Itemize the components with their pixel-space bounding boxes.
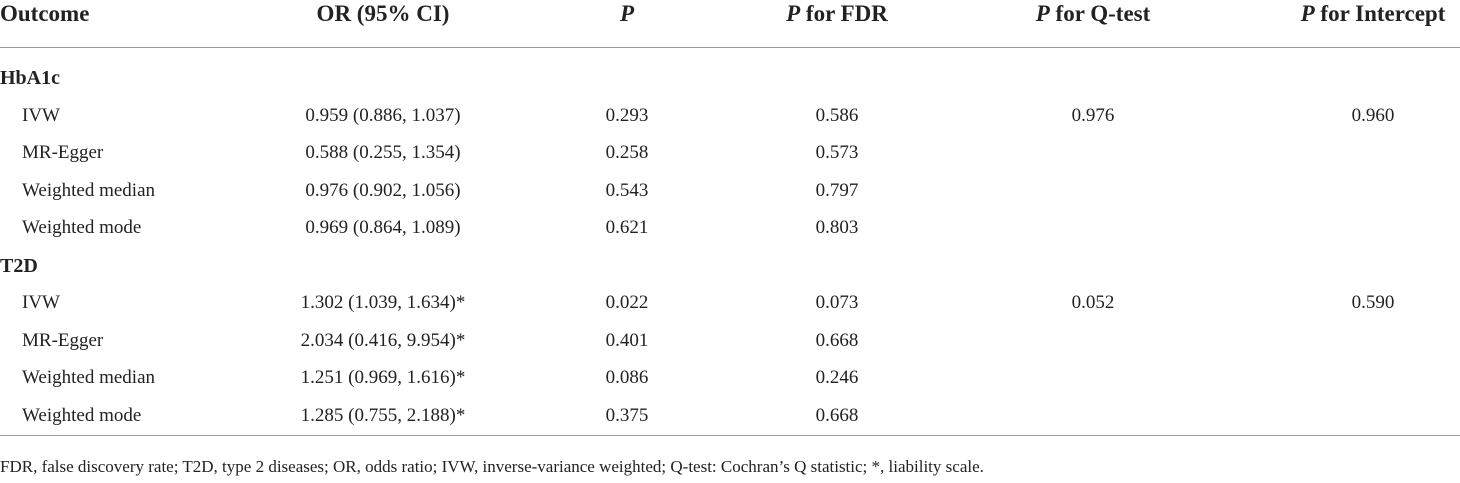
row-label: Weighted mode <box>22 217 142 238</box>
table-cell: 0.668 <box>815 404 859 426</box>
table-cell: 0.621 <box>605 217 649 238</box>
table-cell: 0.573 <box>815 142 859 163</box>
table-cell: 2.034 (0.416, 9.954)* <box>300 329 466 351</box>
footnote: FDR, false discovery rate; T2D, type 2 d… <box>0 457 984 476</box>
header-text: for FDR <box>805 1 888 26</box>
table-cell: 0.401 <box>605 329 649 351</box>
header-text: for Q-test <box>1055 1 1151 26</box>
header-italic: P <box>1300 1 1315 26</box>
row-label: Weighted mode <box>22 404 142 426</box>
table-cell: 0.246 <box>815 367 859 388</box>
table-cell: 0.803 <box>815 217 859 238</box>
table-cell: 0.293 <box>605 104 649 126</box>
bottom-rule <box>0 435 1460 436</box>
header-text: Outcome <box>0 1 90 26</box>
row-label: Weighted median <box>22 179 156 201</box>
header-italic: P <box>619 1 635 26</box>
header-text: OR (95% CI) <box>316 1 450 26</box>
table-cell: 0.797 <box>815 179 859 201</box>
table-cell: 0.668 <box>815 329 859 351</box>
table-cell: 0.590 <box>1351 292 1395 313</box>
row-label: MR-Egger <box>22 329 104 351</box>
table-cell: 0.073 <box>815 292 859 313</box>
header-italic: P <box>1035 1 1050 26</box>
column-header: Outcome <box>0 2 89 26</box>
row-label: IVW <box>22 292 60 313</box>
table-cell: 0.586 <box>815 104 859 126</box>
table-cell: 0.960 <box>1351 104 1395 126</box>
table-cell: 0.976 (0.902, 1.056) <box>305 179 461 201</box>
column-header: OR (95% CI) <box>317 2 450 26</box>
column-header: P <box>620 2 634 26</box>
table-cell: 0.258 <box>605 142 649 163</box>
table-cell: 0.976 <box>1071 104 1115 126</box>
column-header: P for Q-test <box>1036 2 1151 26</box>
row-label: IVW <box>22 104 60 126</box>
table-cell: 0.959 (0.886, 1.037) <box>305 104 461 126</box>
row-label: MR-Egger <box>22 142 104 163</box>
table-cell: 0.086 <box>605 367 649 388</box>
row-label: Weighted median <box>22 367 156 388</box>
table-cell: 0.969 (0.864, 1.089) <box>305 217 461 238</box>
group-label: HbA1c <box>0 67 60 89</box>
table-cell: 1.302 (1.039, 1.634)* <box>300 292 466 313</box>
header-italic: P <box>786 1 801 26</box>
group-label: T2D <box>0 254 38 277</box>
table-cell: 0.543 <box>605 179 649 201</box>
table-cell: 0.022 <box>605 292 649 313</box>
header-text: for Intercept <box>1320 1 1446 26</box>
table-cell: 0.588 (0.255, 1.354) <box>305 142 461 163</box>
header-rule <box>0 47 1460 48</box>
column-header: P for FDR <box>786 2 888 26</box>
table-cell: 0.375 <box>605 404 649 426</box>
table-cell: 1.285 (0.755, 2.188)* <box>300 404 466 426</box>
table-cell: 0.052 <box>1071 292 1115 313</box>
table-cell: 1.251 (0.969, 1.616)* <box>300 367 466 388</box>
column-header: P for Intercept <box>1301 2 1446 26</box>
